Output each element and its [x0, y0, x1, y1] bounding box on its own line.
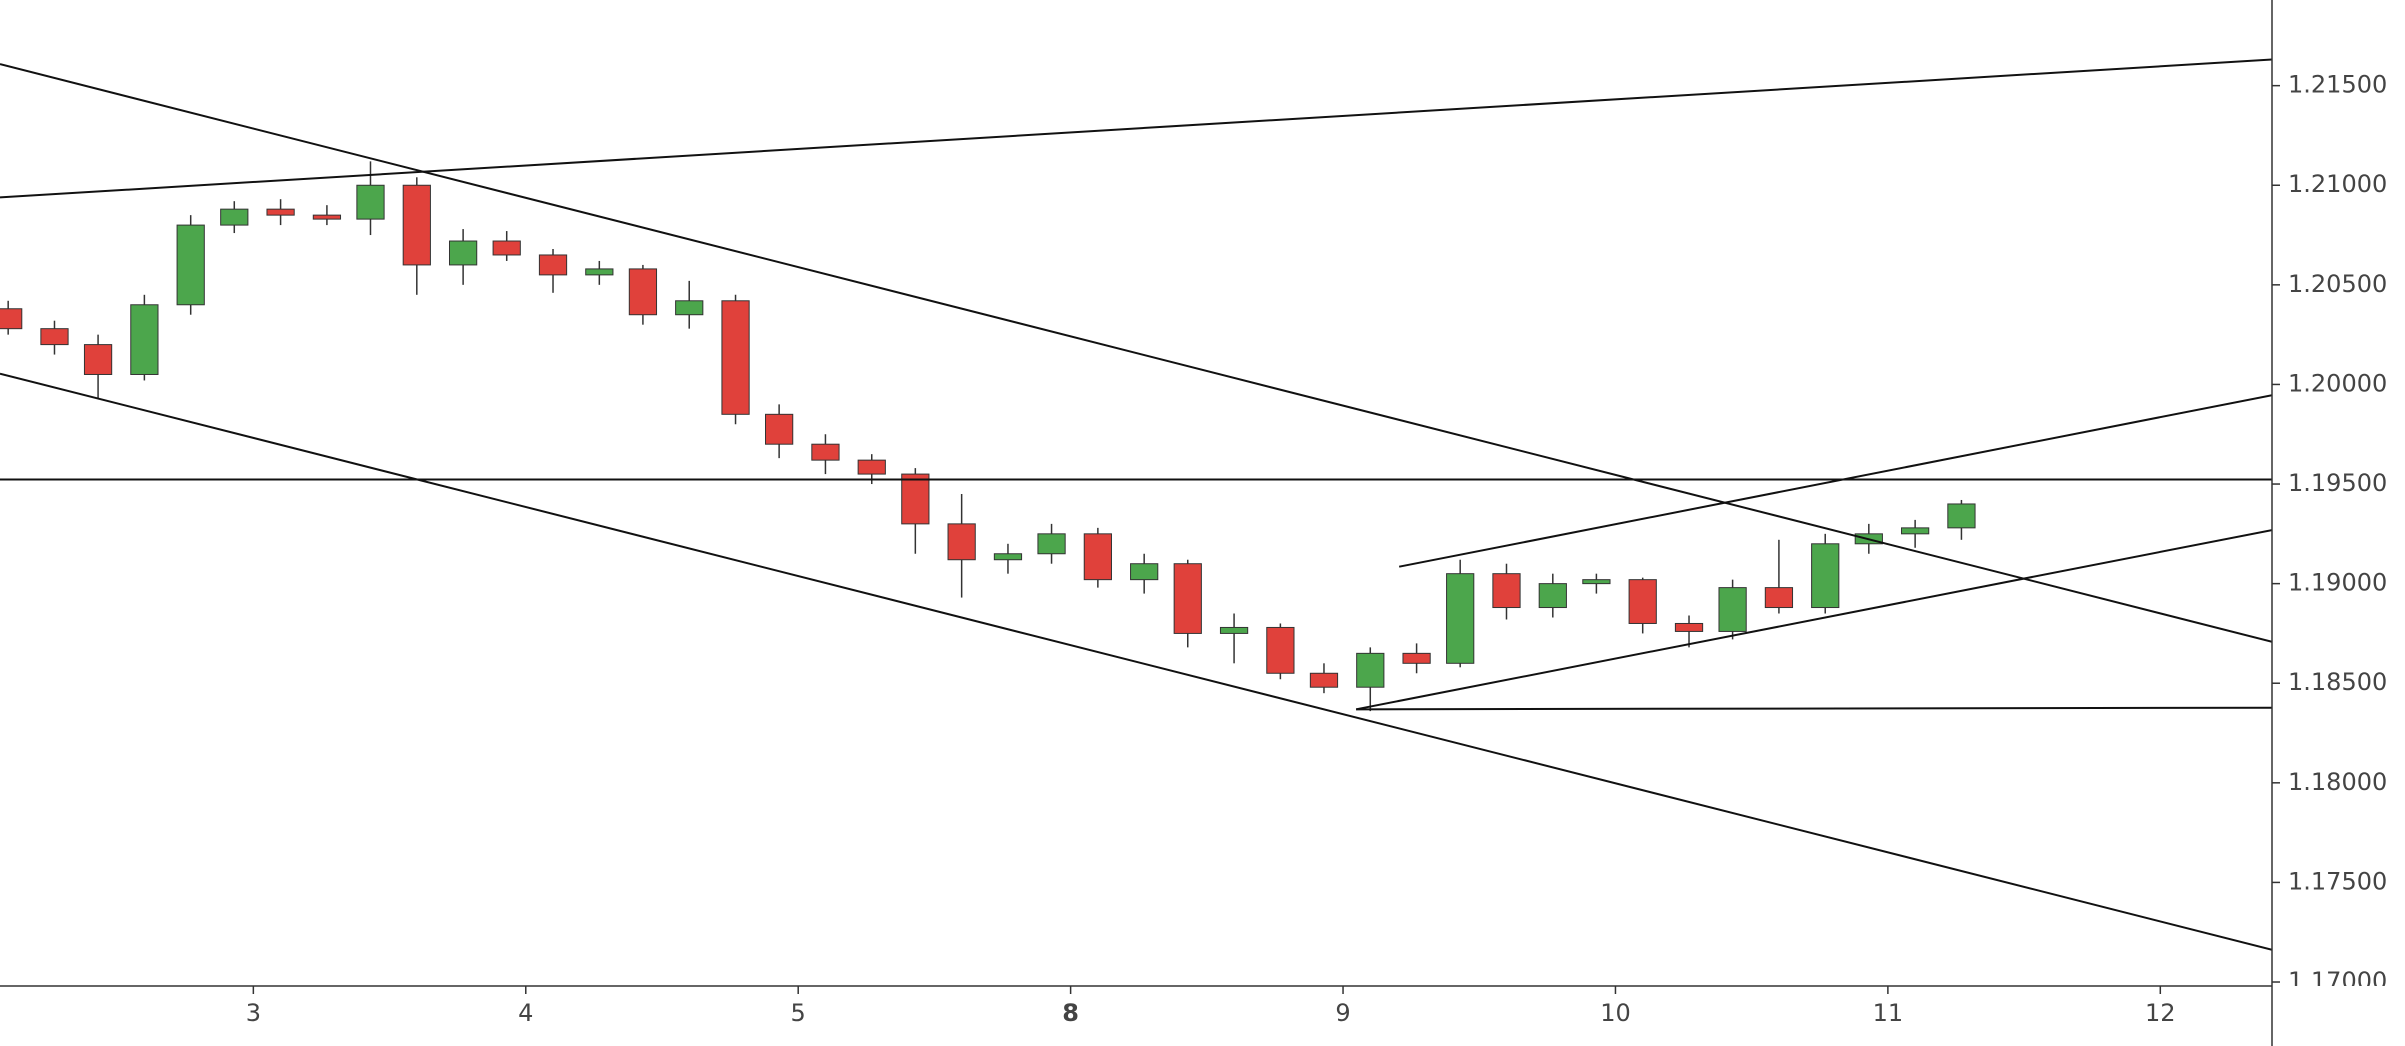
candle-body — [266, 208, 295, 216]
candle-body — [1628, 579, 1657, 624]
candle-body — [1219, 626, 1249, 634]
y-tick-label: 1.20000 — [2288, 369, 2387, 397]
x-tick-label: 3 — [246, 999, 261, 1027]
y-tick-label: 1.21000 — [2288, 170, 2387, 198]
x-tick-label: 12 — [2145, 999, 2176, 1027]
candle-body — [538, 254, 568, 276]
candle-body — [176, 224, 205, 306]
candle-body — [1811, 543, 1840, 609]
candle-body — [1037, 533, 1066, 555]
candle-body — [1266, 626, 1295, 674]
candle-body — [1538, 583, 1567, 609]
trend-line — [1398, 394, 2272, 568]
candle-body — [1130, 563, 1159, 581]
trend-line — [0, 58, 2272, 199]
trend-line — [1355, 529, 2272, 711]
candle-body — [1446, 573, 1475, 664]
trend-line — [0, 63, 2272, 643]
candle-body — [628, 268, 658, 316]
candle-body — [675, 300, 704, 316]
candle-body — [1356, 652, 1385, 688]
x-tick-label: 11 — [1873, 999, 1904, 1027]
candle-body — [1083, 533, 1112, 581]
candle-body — [492, 240, 521, 256]
y-tick-label: 1.21500 — [2288, 71, 2387, 99]
candle-body — [1901, 527, 1930, 535]
candle-body — [448, 240, 478, 266]
x-tick-label: 4 — [518, 999, 533, 1027]
candle-body — [947, 523, 976, 561]
candle-body — [585, 268, 614, 276]
candle-body — [1402, 652, 1431, 664]
candle-body — [721, 300, 750, 415]
candle-body — [811, 443, 840, 461]
candle-body — [993, 553, 1023, 561]
candle-body — [220, 208, 249, 226]
y-tick-label: 1.18000 — [2288, 768, 2387, 796]
candle-body — [312, 214, 342, 220]
x-tick-label: 9 — [1335, 999, 1350, 1027]
trend-line — [1356, 706, 2272, 711]
trend-line — [0, 372, 2272, 951]
x-axis: 3 4 5 8 9 10 11 12 — [246, 986, 2176, 1027]
candle-body — [0, 308, 23, 330]
candle-body — [1947, 503, 1976, 529]
candle-body — [1582, 579, 1611, 585]
candle-body — [83, 344, 113, 375]
candle-body — [857, 459, 886, 475]
candle-body — [1764, 587, 1794, 609]
candle-body — [765, 413, 794, 445]
y-tick-label: 1.18500 — [2288, 668, 2387, 696]
candle-body — [40, 328, 69, 346]
y-tick-label: 1.17000 — [2288, 967, 2387, 995]
y-tick-label: 1.17500 — [2288, 867, 2387, 895]
y-tick-label: 1.20500 — [2288, 270, 2387, 298]
x-tick-label: 10 — [1600, 999, 1631, 1027]
candle-body — [1718, 587, 1747, 632]
candle-body — [356, 184, 385, 220]
candle-body — [402, 184, 431, 266]
candle-body — [1674, 622, 1704, 632]
y-axis: 1.17000 1.17500 1.18000 1.18500 1.19000 1.195… — [2272, 71, 2387, 995]
candle-body — [1309, 672, 1339, 688]
candle-body — [130, 304, 159, 375]
y-tick-label: 1.19500 — [2288, 469, 2387, 497]
candle-body — [1173, 563, 1202, 634]
x-tick-label: 8 — [1062, 999, 1079, 1027]
plot-area — [0, 58, 2272, 951]
candle-body — [1492, 573, 1521, 609]
candle-body — [901, 473, 930, 525]
y-tick-label: 1.19000 — [2288, 569, 2387, 597]
x-tick-label: 5 — [791, 999, 806, 1027]
